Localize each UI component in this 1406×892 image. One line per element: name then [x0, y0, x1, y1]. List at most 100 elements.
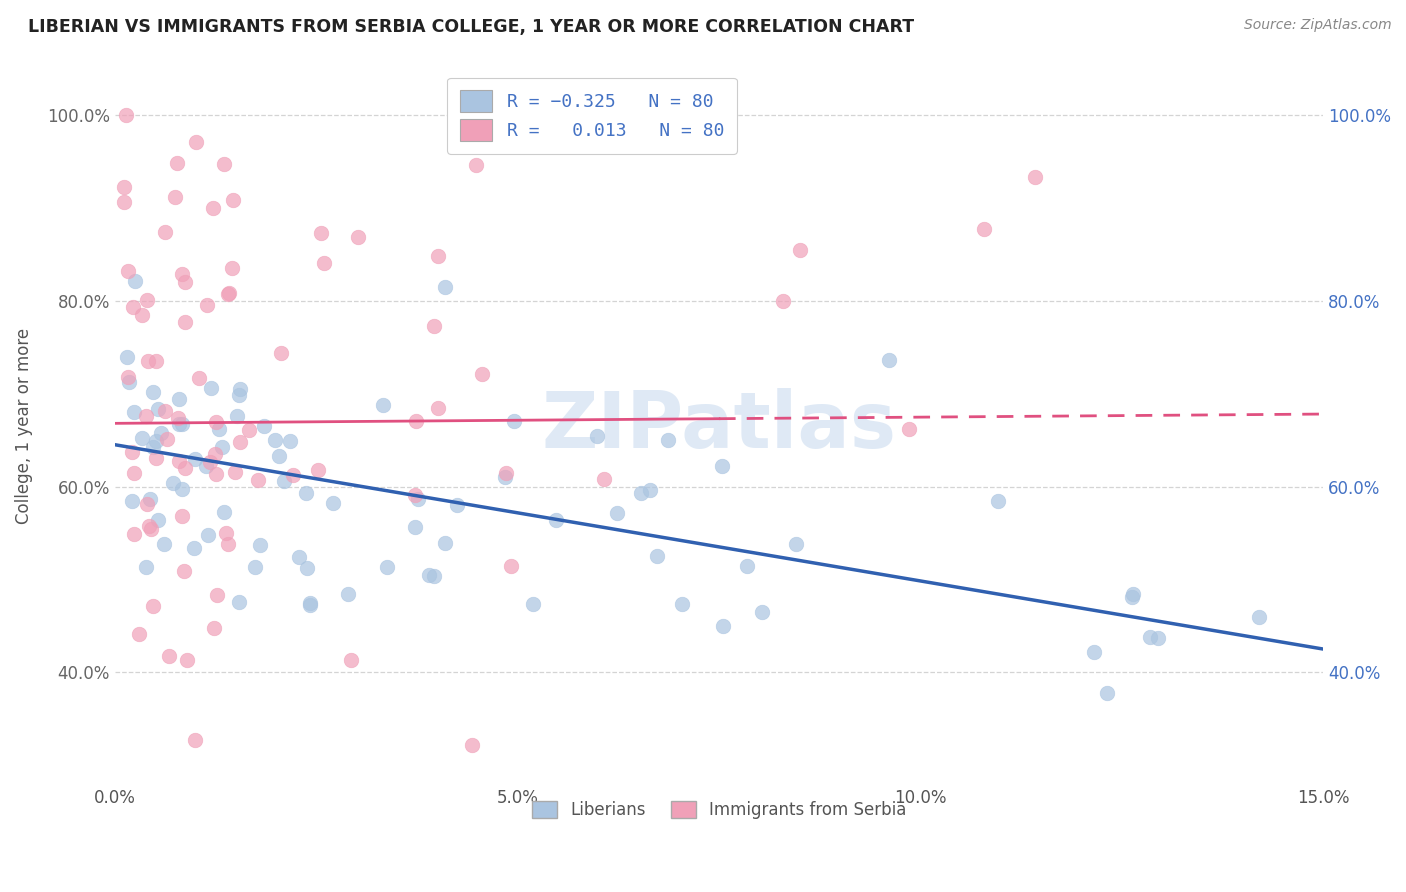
Point — [167, 454, 190, 468]
Point — [166, 155, 188, 169]
Point — [1122, 587, 1144, 601]
Point — [122, 467, 145, 481]
Point — [122, 300, 145, 314]
Point — [311, 227, 333, 241]
Point — [340, 653, 363, 667]
Point — [170, 417, 193, 431]
Point — [1247, 610, 1270, 624]
Point — [640, 483, 662, 497]
Point — [115, 351, 138, 365]
Point — [263, 433, 285, 447]
Point — [170, 509, 193, 524]
Point — [404, 520, 426, 534]
Point — [243, 560, 266, 574]
Point — [218, 285, 240, 300]
Point — [238, 423, 260, 437]
Point — [212, 157, 235, 171]
Point — [375, 559, 398, 574]
Point — [166, 410, 188, 425]
Point — [461, 739, 484, 753]
Point — [1147, 631, 1170, 645]
Point — [337, 587, 360, 601]
Point — [174, 315, 197, 329]
Point — [183, 541, 205, 556]
Point — [131, 431, 153, 445]
Point — [142, 599, 165, 614]
Point — [987, 493, 1010, 508]
Point — [772, 294, 794, 309]
Point — [593, 472, 616, 486]
Point — [671, 597, 693, 611]
Point — [283, 468, 305, 483]
Point — [124, 274, 146, 288]
Point — [157, 649, 180, 664]
Point — [145, 451, 167, 466]
Point — [187, 371, 209, 385]
Point — [404, 488, 426, 502]
Point — [546, 513, 568, 527]
Point — [174, 460, 197, 475]
Point — [446, 498, 468, 512]
Point — [195, 298, 218, 312]
Point — [495, 466, 517, 480]
Point — [499, 559, 522, 574]
Point — [253, 419, 276, 434]
Point — [273, 474, 295, 488]
Point — [141, 522, 163, 536]
Point — [117, 264, 139, 278]
Point — [202, 201, 225, 215]
Point — [122, 405, 145, 419]
Point — [176, 653, 198, 667]
Point — [184, 732, 207, 747]
Point — [270, 346, 292, 360]
Point — [135, 293, 157, 308]
Point — [117, 370, 139, 384]
Point — [221, 194, 243, 208]
Point — [173, 276, 195, 290]
Point — [198, 454, 221, 468]
Point — [1083, 645, 1105, 659]
Point — [427, 401, 450, 416]
Point — [299, 599, 322, 613]
Point — [121, 445, 143, 459]
Point — [246, 473, 269, 487]
Point — [785, 537, 807, 551]
Point — [184, 135, 207, 149]
Point — [735, 559, 758, 574]
Point — [298, 595, 321, 609]
Point — [217, 537, 239, 551]
Point — [221, 261, 243, 276]
Point — [346, 229, 368, 244]
Point — [146, 402, 169, 417]
Point — [1139, 630, 1161, 644]
Point — [121, 493, 143, 508]
Point — [139, 491, 162, 506]
Point — [423, 568, 446, 582]
Point — [418, 568, 440, 582]
Point — [184, 451, 207, 466]
Point — [112, 180, 135, 194]
Point — [322, 496, 344, 510]
Point — [200, 381, 222, 395]
Point — [606, 506, 628, 520]
Point — [295, 561, 318, 575]
Point — [630, 485, 652, 500]
Point — [522, 597, 544, 611]
Point — [229, 434, 252, 449]
Point — [269, 449, 291, 463]
Point — [205, 467, 228, 482]
Point — [711, 459, 734, 474]
Point — [295, 486, 318, 500]
Point — [897, 422, 920, 436]
Point — [423, 318, 446, 333]
Point — [204, 447, 226, 461]
Point — [112, 194, 135, 209]
Text: Source: ZipAtlas.com: Source: ZipAtlas.com — [1244, 18, 1392, 32]
Point — [215, 525, 238, 540]
Point — [142, 385, 165, 400]
Point — [207, 422, 229, 436]
Point — [118, 375, 141, 389]
Point — [155, 403, 177, 417]
Point — [142, 440, 165, 454]
Point — [751, 606, 773, 620]
